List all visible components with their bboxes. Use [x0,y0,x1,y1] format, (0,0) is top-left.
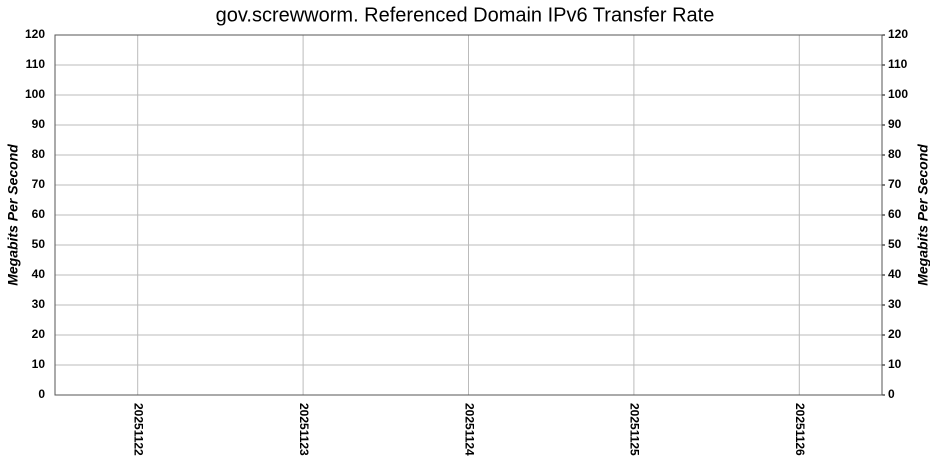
y2-tick-label: 50 [888,237,902,251]
x-tick-label: 20251122 [132,403,146,456]
y-tick-label: 10 [32,357,46,371]
x-tick-label: 20251123 [297,403,311,456]
y2-tick-label: 10 [888,357,902,371]
y2-axis-label: Megabits Per Second [915,144,930,286]
x-tick-label: 20251126 [793,403,807,456]
y-tick-label: 90 [32,117,46,131]
y-tick-label: 70 [32,177,46,191]
y-tick-label: 0 [38,387,45,401]
y-tick-label: 30 [32,297,46,311]
y-tick-label: 60 [32,207,46,221]
y-tick-label: 40 [32,267,46,281]
y-tick-label: 100 [25,87,45,101]
y2-tick-label: 30 [888,297,902,311]
y-tick-label: 80 [32,147,46,161]
y-axis-label: Megabits Per Second [5,144,21,286]
y2-tick-label: 20 [888,327,902,341]
y-tick-label: 120 [25,27,45,41]
y-tick-label: 110 [26,57,46,71]
y2-tick-label: 90 [888,117,902,131]
x-tick-label: 20251125 [628,403,642,456]
y2-tick-label: 80 [888,147,902,161]
y2-tick-label: 100 [888,87,908,101]
y2-tick-label: 120 [888,27,908,41]
chart-title: gov.screwworm. Referenced Domain IPv6 Tr… [216,4,715,26]
y2-tick-label: 60 [888,207,902,221]
y2-tick-label: 110 [888,57,908,71]
y2-tick-label: 40 [888,267,902,281]
y-tick-label: 50 [32,237,46,251]
y-tick-label: 20 [32,327,46,341]
x-tick-label: 20251124 [462,403,476,456]
y2-tick-label: 0 [888,387,895,401]
plot-frame [54,34,883,396]
y2-tick-label: 70 [888,177,902,191]
